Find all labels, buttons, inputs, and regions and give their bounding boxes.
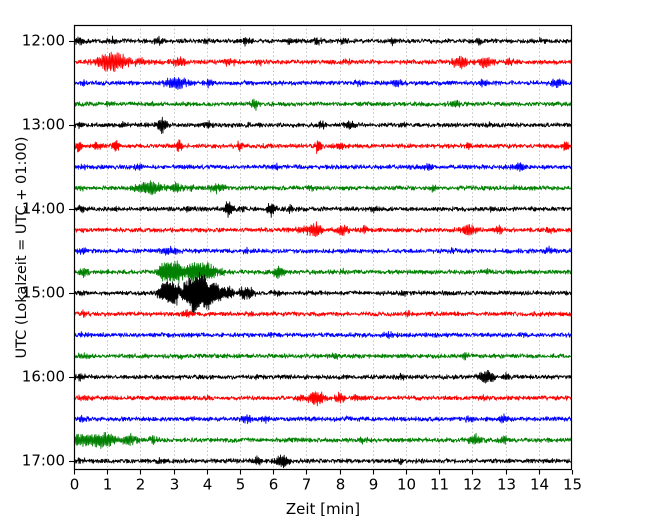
y-axis-label: UTC (Lokalzeit = UTC + 01:00) (14, 136, 30, 359)
x-axis-label: Zeit [min] (285, 500, 361, 518)
